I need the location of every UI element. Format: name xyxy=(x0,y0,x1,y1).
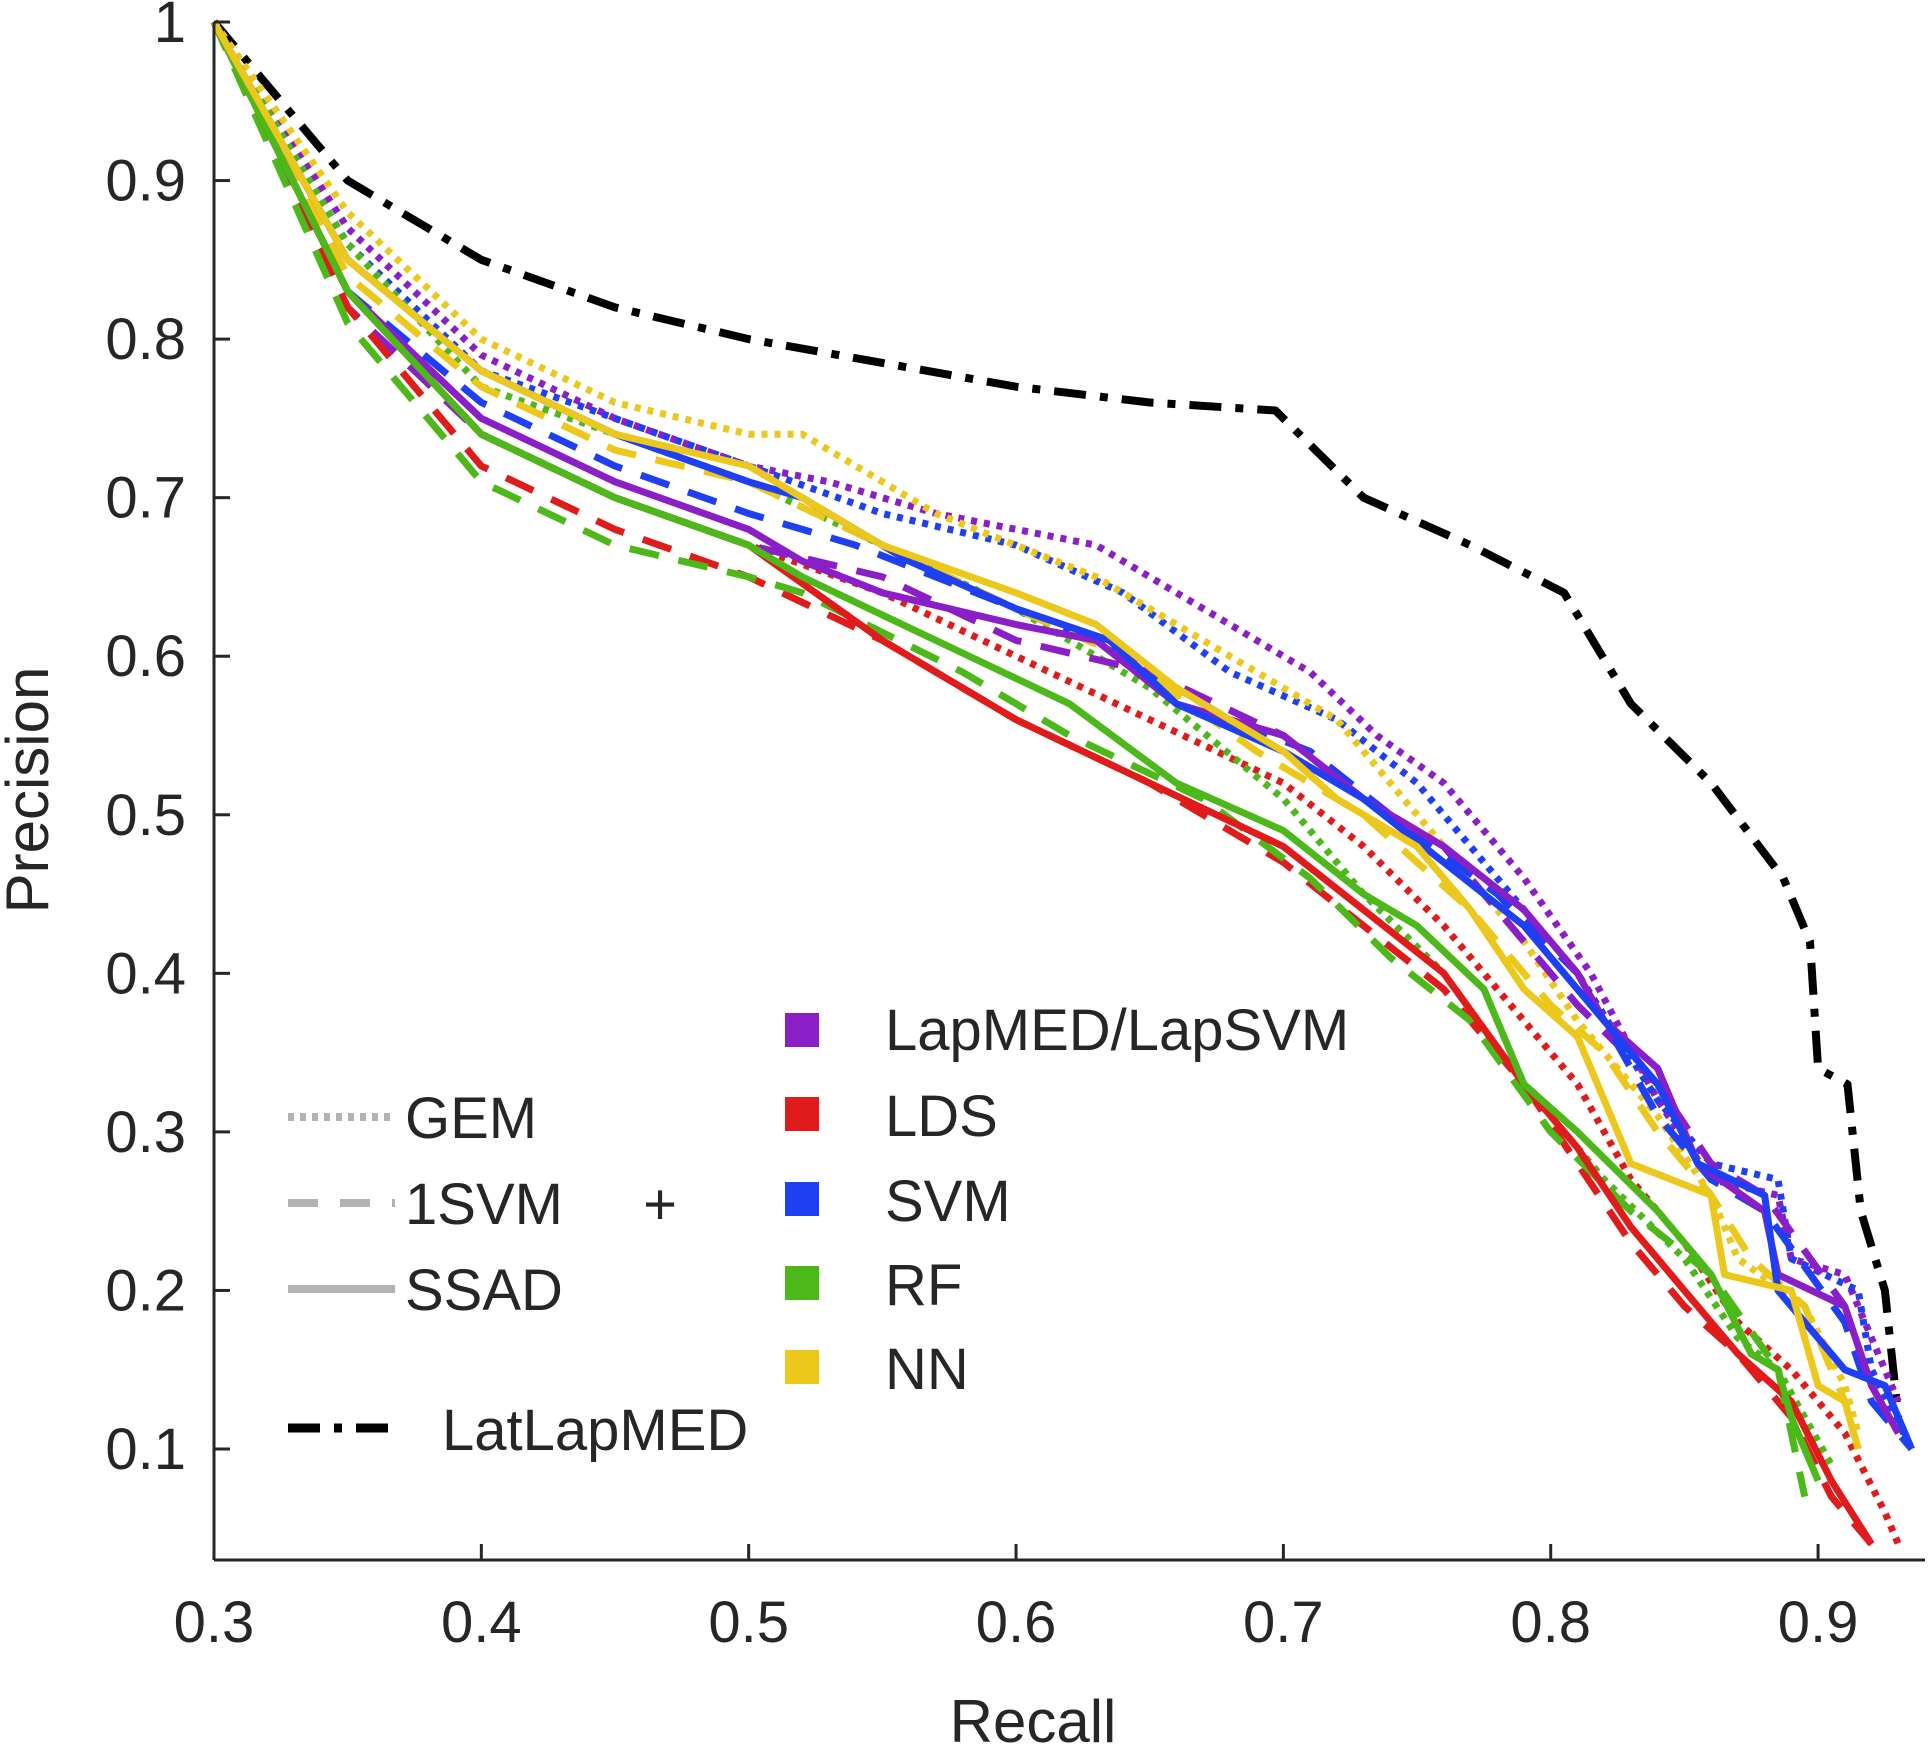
y-tick-label: 0.2 xyxy=(105,1258,186,1323)
series-gem-nn xyxy=(211,19,1862,1435)
y-tick-label: 0.6 xyxy=(105,624,186,689)
series-gem-lapmed-lapsvm xyxy=(211,20,1902,1403)
legend-svm-label: SVM xyxy=(885,1169,1011,1234)
x-tick-label: 0.4 xyxy=(441,1590,522,1655)
series-1svm-lds xyxy=(210,20,1875,1547)
y-axis-label: Precision xyxy=(0,667,61,914)
series-ssad-nn xyxy=(210,20,1862,1450)
series-gem-rf xyxy=(211,20,1835,1467)
curves-layer xyxy=(210,19,1915,1547)
legend-plus-sign: + xyxy=(643,1172,677,1237)
legend: GEM 1SVM SSAD + LapMED/LapSVM LDS SVM RF… xyxy=(288,998,1349,1463)
x-axis-label: Recall xyxy=(950,1688,1117,1754)
tick-labels-layer: 0.1 0.2 0.3 0.4 0.5 0.6 0.7 0.8 0.9 1 0.3 0.4 0.5 0.6… xyxy=(105,0,1858,1655)
legend-rf-swatch xyxy=(785,1266,819,1300)
legend-svm-swatch xyxy=(785,1182,819,1216)
legend-methods: LapMED/LapSVM LDS SVM RF NN xyxy=(785,998,1349,1402)
y-tick-label: 0.8 xyxy=(105,307,186,372)
legend-lds-swatch xyxy=(785,1097,819,1131)
y-tick-label: 0.4 xyxy=(105,941,186,1006)
legend-line-styles: GEM 1SVM SSAD xyxy=(288,1086,563,1323)
legend-rf-label: RF xyxy=(885,1253,962,1318)
axes-layer xyxy=(212,20,1925,1562)
x-tick-label: 0.8 xyxy=(1510,1590,1591,1655)
y-tick-label: 0.5 xyxy=(105,783,186,848)
x-tick-label: 0.6 xyxy=(976,1590,1057,1655)
legend-ssad-label: SSAD xyxy=(405,1258,563,1323)
series-ssad-rf xyxy=(210,20,1822,1483)
series-1svm-nn xyxy=(210,20,1862,1450)
x-tick-label: 0.9 xyxy=(1778,1590,1859,1655)
legend-lds-label: LDS xyxy=(885,1084,998,1149)
x-tick-label: 0.5 xyxy=(708,1590,789,1655)
y-tick-label: 0.7 xyxy=(105,466,186,531)
legend-nn-swatch xyxy=(785,1350,819,1384)
legend-gem-label: GEM xyxy=(405,1086,537,1151)
series-1svm-svm xyxy=(210,20,1915,1452)
y-tick-label: 0.9 xyxy=(105,149,186,214)
series-ssad-svm xyxy=(210,20,1915,1451)
legend-lapmed-swatch xyxy=(785,1013,819,1047)
y-tick-label: 0.3 xyxy=(105,1100,186,1165)
x-tick-label: 0.7 xyxy=(1243,1590,1324,1655)
legend-lapmed-label: LapMED/LapSVM xyxy=(885,998,1349,1063)
y-tick-label: 0.1 xyxy=(105,1417,186,1482)
x-tick-label: 0.3 xyxy=(174,1590,255,1655)
legend-nn-label: NN xyxy=(885,1337,969,1402)
y-tick-label: 1 xyxy=(154,0,186,55)
series-latlapmed xyxy=(210,19,1903,1418)
series-1svm-rf xyxy=(210,20,1809,1498)
legend-1svm-label: 1SVM xyxy=(405,1172,563,1237)
legend-latlapmed-label: LatLapMED xyxy=(442,1398,748,1463)
